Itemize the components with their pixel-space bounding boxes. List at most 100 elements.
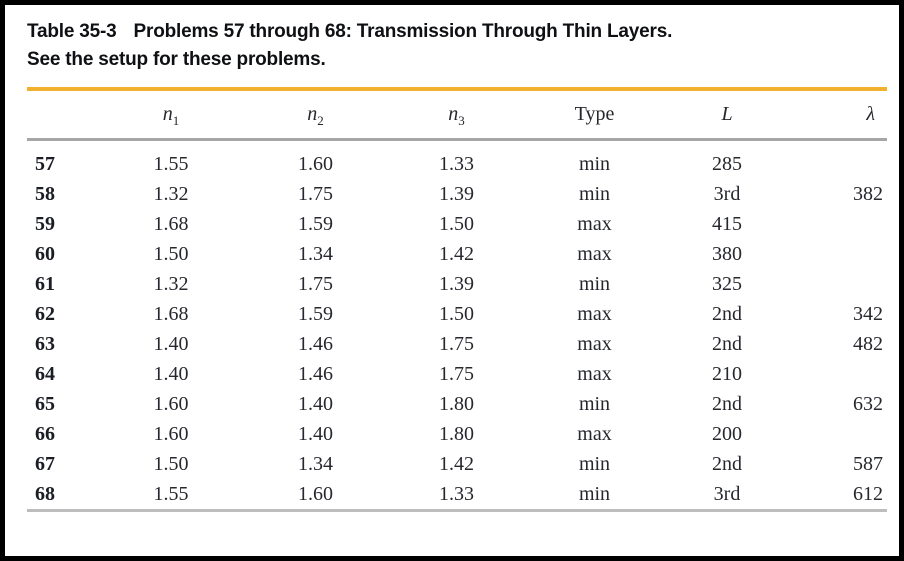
cell-L: 210 bbox=[712, 362, 742, 385]
cell-n3: 1.50 bbox=[439, 302, 474, 325]
cell-n3: 1.33 bbox=[386, 479, 527, 512]
cell-type: max bbox=[577, 362, 612, 385]
cell-lambda: 342 bbox=[853, 302, 883, 325]
table-number: Table 35-3 bbox=[27, 21, 117, 42]
table-row: 59 1.68 1.59 1.50 max 415 bbox=[27, 209, 887, 239]
cell-L: 2nd bbox=[712, 302, 742, 325]
cell-L: 415 bbox=[712, 212, 742, 235]
table-row: 60 1.50 1.34 1.42 max 380 bbox=[27, 239, 887, 269]
cell-n3: 1.33 bbox=[439, 152, 474, 175]
accent-rule bbox=[27, 87, 887, 91]
cell-n2: 1.59 bbox=[298, 302, 333, 325]
problem-number: 68 bbox=[27, 479, 97, 512]
cell-L: 2nd bbox=[712, 332, 742, 355]
column-header-type: Type bbox=[527, 91, 662, 141]
cell-L: 200 bbox=[712, 422, 742, 445]
cell-type: max bbox=[577, 332, 612, 355]
table-body: 57 1.55 1.60 1.33 min 285 58 1.32 1.75 1.39 min 3rd… bbox=[27, 140, 887, 512]
cell-n3: 1.75 bbox=[439, 332, 474, 355]
cell-n1: 1.60 bbox=[153, 422, 189, 445]
table-row: 62 1.68 1.59 1.50 max 2nd 342 bbox=[27, 299, 887, 329]
cell-n1: 1.40 bbox=[153, 332, 189, 355]
cell-L: 325 bbox=[712, 272, 742, 295]
cell-type: max bbox=[577, 242, 612, 265]
cell-n3: 1.39 bbox=[439, 272, 474, 295]
cell-lambda: 632 bbox=[853, 392, 883, 415]
problem-number: 57 bbox=[35, 152, 55, 175]
cell-lambda bbox=[792, 140, 887, 180]
column-header-n1: n1 bbox=[97, 91, 245, 141]
cell-type: min bbox=[578, 392, 611, 415]
cell-n1: 1.68 bbox=[153, 212, 189, 235]
column-header-L: L bbox=[662, 91, 792, 141]
table-row: 66 1.60 1.40 1.80 max 200 bbox=[27, 419, 887, 449]
table-row: 58 1.32 1.75 1.39 min 3rd 382 bbox=[27, 179, 887, 209]
column-header-subscript: 1 bbox=[172, 113, 180, 128]
column-header-subscript: 3 bbox=[458, 113, 465, 128]
column-header-lambda: λ bbox=[792, 91, 887, 141]
cell-lambda bbox=[792, 209, 887, 239]
cell-n1: 1.60 bbox=[153, 392, 189, 415]
table-row: 57 1.55 1.60 1.33 min 285 bbox=[27, 140, 887, 180]
table-caption: Problems 57 through 68: Transmission Thr… bbox=[133, 21, 673, 42]
column-header-label: Type bbox=[574, 103, 615, 125]
cell-n1: 1.50 bbox=[153, 242, 189, 265]
cell-lambda bbox=[792, 269, 887, 299]
problem-number: 62 bbox=[35, 302, 55, 325]
column-header-n3: n3 bbox=[386, 91, 527, 141]
cell-n3: 1.50 bbox=[439, 212, 474, 235]
cell-L: 3rd bbox=[662, 479, 792, 512]
cell-type: min bbox=[578, 272, 611, 295]
problem-number: 61 bbox=[35, 272, 55, 295]
table-title-line: Table 35-3 Problems 57 through 68: Transm… bbox=[27, 18, 877, 46]
column-header-label: λ bbox=[866, 103, 875, 125]
cell-L: 380 bbox=[712, 242, 742, 265]
cell-lambda: 482 bbox=[853, 332, 883, 355]
problem-number: 65 bbox=[35, 392, 55, 415]
cell-n2: 1.59 bbox=[298, 212, 333, 235]
problem-number: 67 bbox=[35, 452, 55, 475]
cell-n3: 1.42 bbox=[439, 242, 474, 265]
cell-n2: 1.34 bbox=[298, 242, 333, 265]
column-header-subscript: 2 bbox=[317, 113, 324, 128]
column-header-problem bbox=[27, 91, 97, 141]
column-header-label: L bbox=[721, 103, 733, 125]
cell-L: 2nd bbox=[712, 392, 742, 415]
table-row: 63 1.40 1.46 1.75 max 2nd 482 bbox=[27, 329, 887, 359]
cell-type: min bbox=[578, 182, 611, 205]
cell-n2: 1.46 bbox=[298, 332, 333, 355]
cell-n1: 1.40 bbox=[153, 362, 189, 385]
column-header-label: n bbox=[162, 103, 173, 125]
cell-n1: 1.55 bbox=[97, 479, 245, 512]
column-header-label: n bbox=[448, 103, 459, 125]
cell-type: max bbox=[577, 212, 612, 235]
cell-n3: 1.75 bbox=[439, 362, 474, 385]
table-row: 68 1.55 1.60 1.33 min 3rd 612 bbox=[27, 479, 887, 512]
cell-n1: 1.68 bbox=[153, 302, 189, 325]
cell-n3: 1.80 bbox=[439, 422, 474, 445]
cell-L: 285 bbox=[712, 152, 742, 175]
cell-n2: 1.60 bbox=[298, 152, 333, 175]
problem-number: 64 bbox=[35, 362, 55, 385]
table-title-block: Table 35-3 Problems 57 through 68: Transm… bbox=[27, 18, 877, 74]
cell-n2: 1.75 bbox=[298, 272, 333, 295]
cell-type: min bbox=[578, 152, 611, 175]
cell-lambda bbox=[792, 239, 887, 269]
problem-number: 59 bbox=[35, 212, 55, 235]
column-header-label: n bbox=[307, 103, 318, 125]
cell-n1: 1.32 bbox=[153, 182, 189, 205]
table-subtitle: See the setup for these problems. bbox=[27, 49, 326, 70]
cell-lambda: 612 bbox=[792, 479, 887, 512]
problem-number: 63 bbox=[35, 332, 55, 355]
problem-number: 66 bbox=[35, 422, 55, 445]
cell-L: 3rd bbox=[713, 182, 741, 205]
table-row: 64 1.40 1.46 1.75 max 210 bbox=[27, 359, 887, 389]
cell-type: min bbox=[527, 479, 662, 512]
table-row: 65 1.60 1.40 1.80 min 2nd 632 bbox=[27, 389, 887, 419]
cell-n2: 1.40 bbox=[298, 422, 333, 445]
cell-lambda: 382 bbox=[853, 182, 883, 205]
